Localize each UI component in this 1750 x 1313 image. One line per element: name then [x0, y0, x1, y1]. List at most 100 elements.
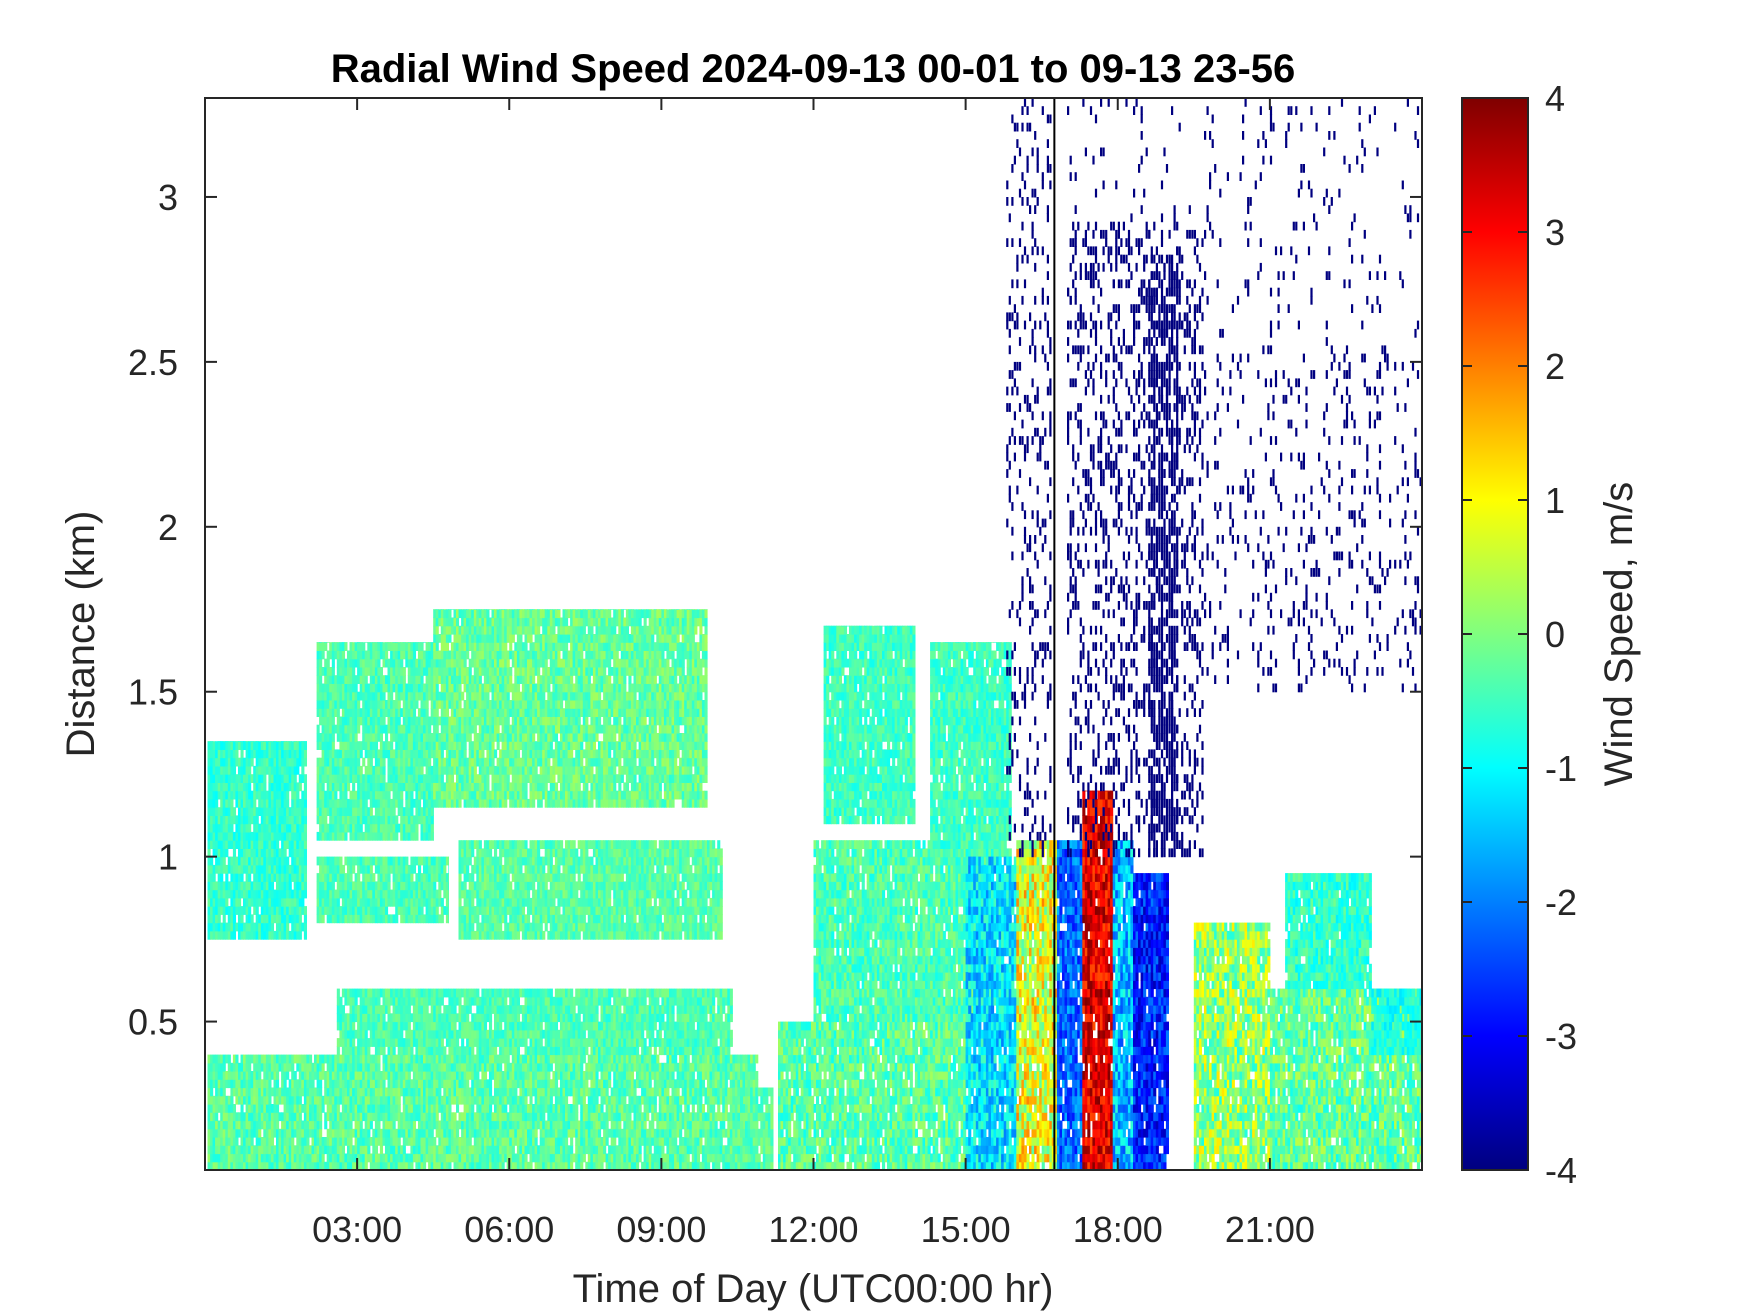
heatmap-cell	[251, 758, 254, 767]
heatmap-cell	[248, 824, 251, 833]
heatmap-cell	[644, 1121, 647, 1130]
heatmap-cell	[755, 1055, 758, 1064]
heatmap-cell	[309, 1055, 312, 1064]
heatmap-cell	[535, 1137, 538, 1146]
heatmap-cell	[659, 1030, 662, 1039]
heatmap-cell	[256, 815, 259, 824]
heatmap-cell	[403, 1145, 406, 1154]
heatmap-cell	[601, 1104, 604, 1113]
heatmap-cell	[253, 799, 256, 808]
heatmap-cell	[233, 931, 236, 940]
heatmap-cell	[674, 1137, 677, 1146]
heatmap-cell	[578, 1013, 581, 1022]
heatmap-cell	[697, 1154, 700, 1163]
heatmap-cell	[654, 1046, 657, 1055]
heatmap-cell	[720, 1137, 723, 1146]
heatmap-cell	[268, 1096, 271, 1105]
heatmap-cell	[210, 857, 213, 866]
heatmap-cell	[489, 1013, 492, 1022]
heatmap-cell	[618, 1121, 621, 1130]
heatmap-cell	[375, 1145, 378, 1154]
chart-title: Radial Wind Speed 2024-09-13 00-01 to 09…	[331, 47, 1296, 91]
heatmap-cell	[271, 881, 274, 890]
heatmap-cell	[540, 1022, 543, 1031]
heatmap-cell	[233, 766, 236, 775]
heatmap-cell	[661, 1013, 664, 1022]
heatmap-cell	[248, 873, 251, 882]
heatmap-cell	[286, 857, 289, 866]
heatmap-cell	[608, 997, 611, 1006]
heatmap-cell	[322, 1154, 325, 1163]
heatmap-cell	[284, 848, 287, 857]
heatmap-cell	[426, 1005, 429, 1014]
heatmap-cell	[720, 1013, 723, 1022]
heatmap-cell	[263, 774, 266, 783]
heatmap-cell	[555, 1079, 558, 1088]
heatmap-cell	[651, 1030, 654, 1039]
heatmap-cell	[583, 1055, 586, 1064]
heatmap-cell	[712, 1104, 715, 1113]
heatmap-cell	[649, 1079, 652, 1088]
heatmap-cell	[750, 1121, 753, 1130]
heatmap-cell	[672, 1005, 675, 1014]
heatmap-cell	[233, 1104, 236, 1113]
heatmap-cell	[570, 1137, 573, 1146]
heatmap-cell	[294, 1071, 297, 1080]
heatmap-cell	[596, 1071, 599, 1080]
heatmap-cell	[656, 997, 659, 1006]
heatmap-cell	[770, 1145, 773, 1154]
heatmap-cell	[471, 1104, 474, 1113]
heatmap-cell	[755, 1121, 758, 1130]
heatmap-cell	[656, 1055, 659, 1064]
heatmap-cell	[393, 1121, 396, 1130]
heatmap-cell	[350, 1121, 353, 1130]
heatmap-cell	[306, 1137, 309, 1146]
heatmap-cell	[679, 1129, 682, 1138]
heatmap-cell	[606, 1088, 609, 1097]
heatmap-cell	[215, 799, 218, 808]
heatmap-cell	[342, 1145, 345, 1154]
heatmap-cell	[623, 1096, 626, 1105]
heatmap-cell	[573, 1005, 576, 1014]
heatmap-cell	[456, 1104, 459, 1113]
heatmap-cell	[466, 1079, 469, 1088]
heatmap-cell	[504, 997, 507, 1006]
heatmap-cell	[461, 1038, 464, 1047]
heatmap-cell	[692, 1022, 695, 1031]
heatmap-cell	[639, 1145, 642, 1154]
heatmap-cell	[271, 923, 274, 932]
heatmap-cell	[408, 1022, 411, 1031]
heatmap-cell	[377, 1121, 380, 1130]
heatmap-cell	[760, 1104, 763, 1113]
heatmap-cell	[230, 824, 233, 833]
heatmap-cell	[565, 1096, 568, 1105]
heatmap-cell	[291, 1137, 294, 1146]
heatmap-cell	[489, 1022, 492, 1031]
heatmap-cell	[499, 1063, 502, 1072]
heatmap-cell	[770, 1104, 773, 1113]
heatmap-cell	[608, 1071, 611, 1080]
heatmap-cell	[646, 1112, 649, 1121]
heatmap-cell	[233, 807, 236, 816]
heatmap-cell	[753, 1096, 756, 1105]
heatmap-cell	[235, 749, 238, 758]
heatmap-cell	[547, 1071, 550, 1080]
heatmap-cell	[535, 1129, 538, 1138]
heatmap-cell	[606, 1121, 609, 1130]
heatmap-cell	[499, 1022, 502, 1031]
heatmap-cell	[337, 1046, 340, 1055]
heatmap-cell	[580, 1063, 583, 1072]
heatmap-cell	[377, 1063, 380, 1072]
heatmap-cell	[677, 1088, 680, 1097]
heatmap-cell	[755, 1071, 758, 1080]
heatmap-cell	[550, 989, 553, 998]
heatmap-cell	[319, 1079, 322, 1088]
heatmap-cell	[441, 997, 444, 1006]
heatmap-cell	[730, 989, 733, 998]
heatmap-cell	[717, 1104, 720, 1113]
heatmap-cell	[618, 1005, 621, 1014]
heatmap-cell	[489, 1088, 492, 1097]
heatmap-cell	[367, 1129, 370, 1138]
heatmap-cell	[596, 1096, 599, 1105]
heatmap-cell	[223, 857, 226, 866]
